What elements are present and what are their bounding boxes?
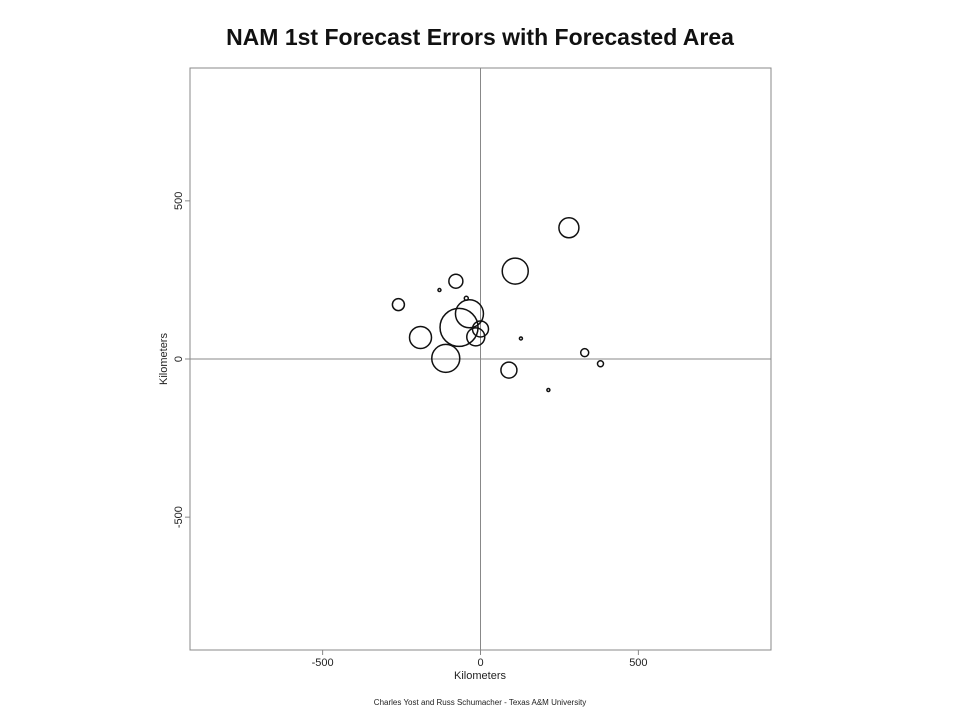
data-point [558,216,580,239]
x-axis-label: Kilometers [454,670,506,682]
data-point [501,257,529,285]
credit-text: Charles Yost and Russ Schumacher - Texas… [374,698,586,707]
y-tick-label: 500 [173,192,185,210]
data-point [408,325,433,350]
x-tick-label: 500 [629,657,647,669]
data-points [391,216,605,393]
data-point [596,359,605,368]
x-tick-label: -500 [312,657,334,669]
x-tick-label: 0 [477,657,483,669]
data-point [431,343,461,374]
y-tick-label: 0 [173,356,185,362]
data-point [471,320,490,338]
y-axis-label: Kilometers [158,333,170,385]
data-point [546,387,551,393]
y-tick-label: -500 [173,506,185,528]
data-point [518,336,524,341]
data-point [579,347,590,358]
x-axis: -500 0 500 [312,650,648,669]
chart-title: NAM 1st Forecast Errors with Forecasted … [226,24,734,50]
data-point [466,327,486,347]
data-point [391,297,406,312]
data-point [448,273,464,289]
data-point [500,361,518,379]
data-point [437,287,442,293]
data-point [439,307,479,348]
data-point [454,299,485,329]
y-axis: -500 0 500 [173,192,190,528]
